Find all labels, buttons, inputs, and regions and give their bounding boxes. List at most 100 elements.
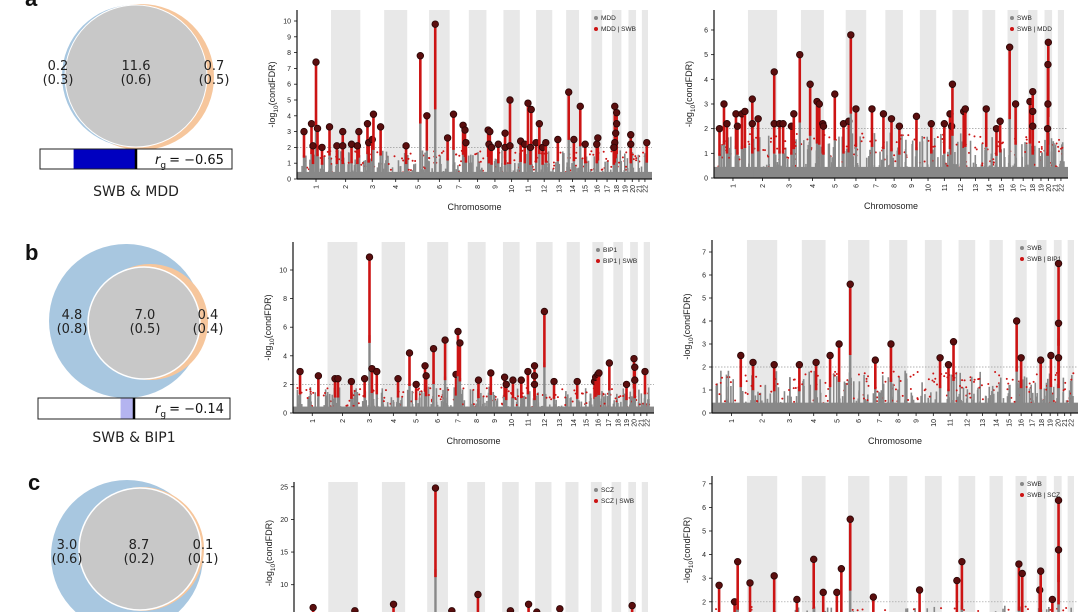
x-tick-label: 19 (1048, 419, 1055, 427)
rg-label: rg = −0.14 (155, 402, 224, 420)
red-point (853, 153, 856, 156)
lead-locus-point (325, 123, 334, 131)
lead-locus-point (610, 143, 618, 152)
red-point (606, 160, 609, 163)
red-point (913, 138, 916, 141)
lead-locus-point (309, 603, 317, 612)
lead-locus-point (627, 140, 635, 148)
lead-locus-point (1047, 351, 1055, 360)
red-point (420, 390, 423, 393)
red-point (383, 396, 386, 399)
red-point (940, 607, 943, 610)
lead-locus-point (594, 134, 602, 142)
red-point (931, 379, 934, 382)
lead-locus-point (389, 600, 398, 608)
red-point (590, 150, 593, 153)
lead-locus-point (958, 557, 966, 566)
lead-locus-point (318, 143, 326, 152)
overlap-circle (78, 487, 202, 611)
y-tick-label: 3 (287, 129, 291, 136)
red-point (559, 151, 562, 154)
lead-locus-point (593, 140, 601, 148)
x-tick-label: 15 (584, 419, 591, 427)
red-point (309, 390, 312, 393)
legend-label: BIP1 (603, 247, 617, 254)
red-point (382, 400, 385, 403)
venn-left-value: 0.2 (48, 59, 69, 74)
x-tick-label: 1 (310, 419, 317, 423)
chromosome-band (641, 10, 648, 179)
lead-locus-point (749, 358, 757, 367)
chromosome-band (1036, 476, 1047, 612)
legend-label: SWB (1017, 15, 1032, 22)
lead-locus-point (643, 138, 651, 147)
y-tick-label: 5 (702, 529, 706, 536)
x-tick-label: 10 (509, 185, 516, 193)
red-point (955, 143, 958, 146)
red-point (617, 396, 620, 399)
lead-locus-point (831, 90, 839, 98)
red-point (762, 149, 765, 152)
red-point (793, 400, 796, 403)
red-point (564, 403, 567, 406)
red-point (969, 376, 972, 379)
chromosome-band (611, 482, 622, 612)
red-point (536, 393, 539, 396)
venn-center-value: 7.0 (135, 308, 156, 323)
red-point (1028, 382, 1031, 385)
red-point (580, 392, 583, 395)
lead-locus-point (1036, 356, 1045, 364)
red-point (548, 396, 551, 399)
y-tick-label: 3 (702, 576, 706, 583)
red-point (389, 168, 392, 171)
red-point (793, 378, 796, 381)
red-point (472, 388, 475, 391)
lead-locus-point (429, 344, 438, 353)
y-tick-label: 20 (280, 517, 288, 524)
x-tick-label: 18 (1030, 184, 1037, 192)
red-point (485, 387, 488, 390)
rg-bar-fill (73, 149, 136, 169)
chromosome-band (611, 10, 622, 179)
red-point (592, 153, 595, 156)
x-tick-label: 3 (787, 419, 794, 423)
red-point (899, 379, 902, 382)
red-point (748, 143, 751, 146)
red-point (440, 151, 443, 154)
x-tick-label: 5 (834, 419, 841, 423)
lead-locus-point (570, 135, 578, 144)
red-point (744, 374, 747, 377)
red-point (353, 389, 356, 392)
lead-locus-point (605, 359, 614, 367)
grey-point-base (297, 171, 652, 179)
red-point (1065, 606, 1068, 609)
red-point (862, 397, 865, 400)
x-tick-label: 3 (367, 419, 374, 423)
y-tick-label: 6 (702, 505, 706, 512)
lead-locus-point (612, 108, 621, 117)
legend-label: SCZ | SWB (601, 498, 634, 505)
red-point (776, 383, 779, 386)
red-point (826, 399, 829, 402)
lead-locus-point (461, 126, 469, 134)
legend-marker (1020, 482, 1024, 486)
red-point (881, 371, 884, 374)
lead-locus-point (879, 110, 888, 118)
lead-locus-point (527, 105, 535, 114)
x-tick-label: 15 (999, 184, 1006, 192)
x-tick-label: 10 (926, 184, 933, 192)
red-point (747, 140, 750, 143)
lead-locus-point (835, 340, 843, 348)
y-axis-title: -log10(condFDR) (263, 294, 276, 360)
x-tick-label: 5 (416, 185, 423, 189)
y-tick-label: 8 (287, 50, 291, 57)
lead-locus-point (720, 100, 728, 108)
red-point (402, 159, 405, 162)
x-tick-label: 5 (832, 184, 839, 188)
red-point (625, 165, 628, 168)
venn-center-value: 8.7 (129, 538, 150, 553)
chromosome-band (1067, 240, 1074, 413)
red-point (306, 166, 309, 169)
y-tick-label: 2 (287, 145, 291, 152)
lead-locus-point (363, 119, 372, 128)
